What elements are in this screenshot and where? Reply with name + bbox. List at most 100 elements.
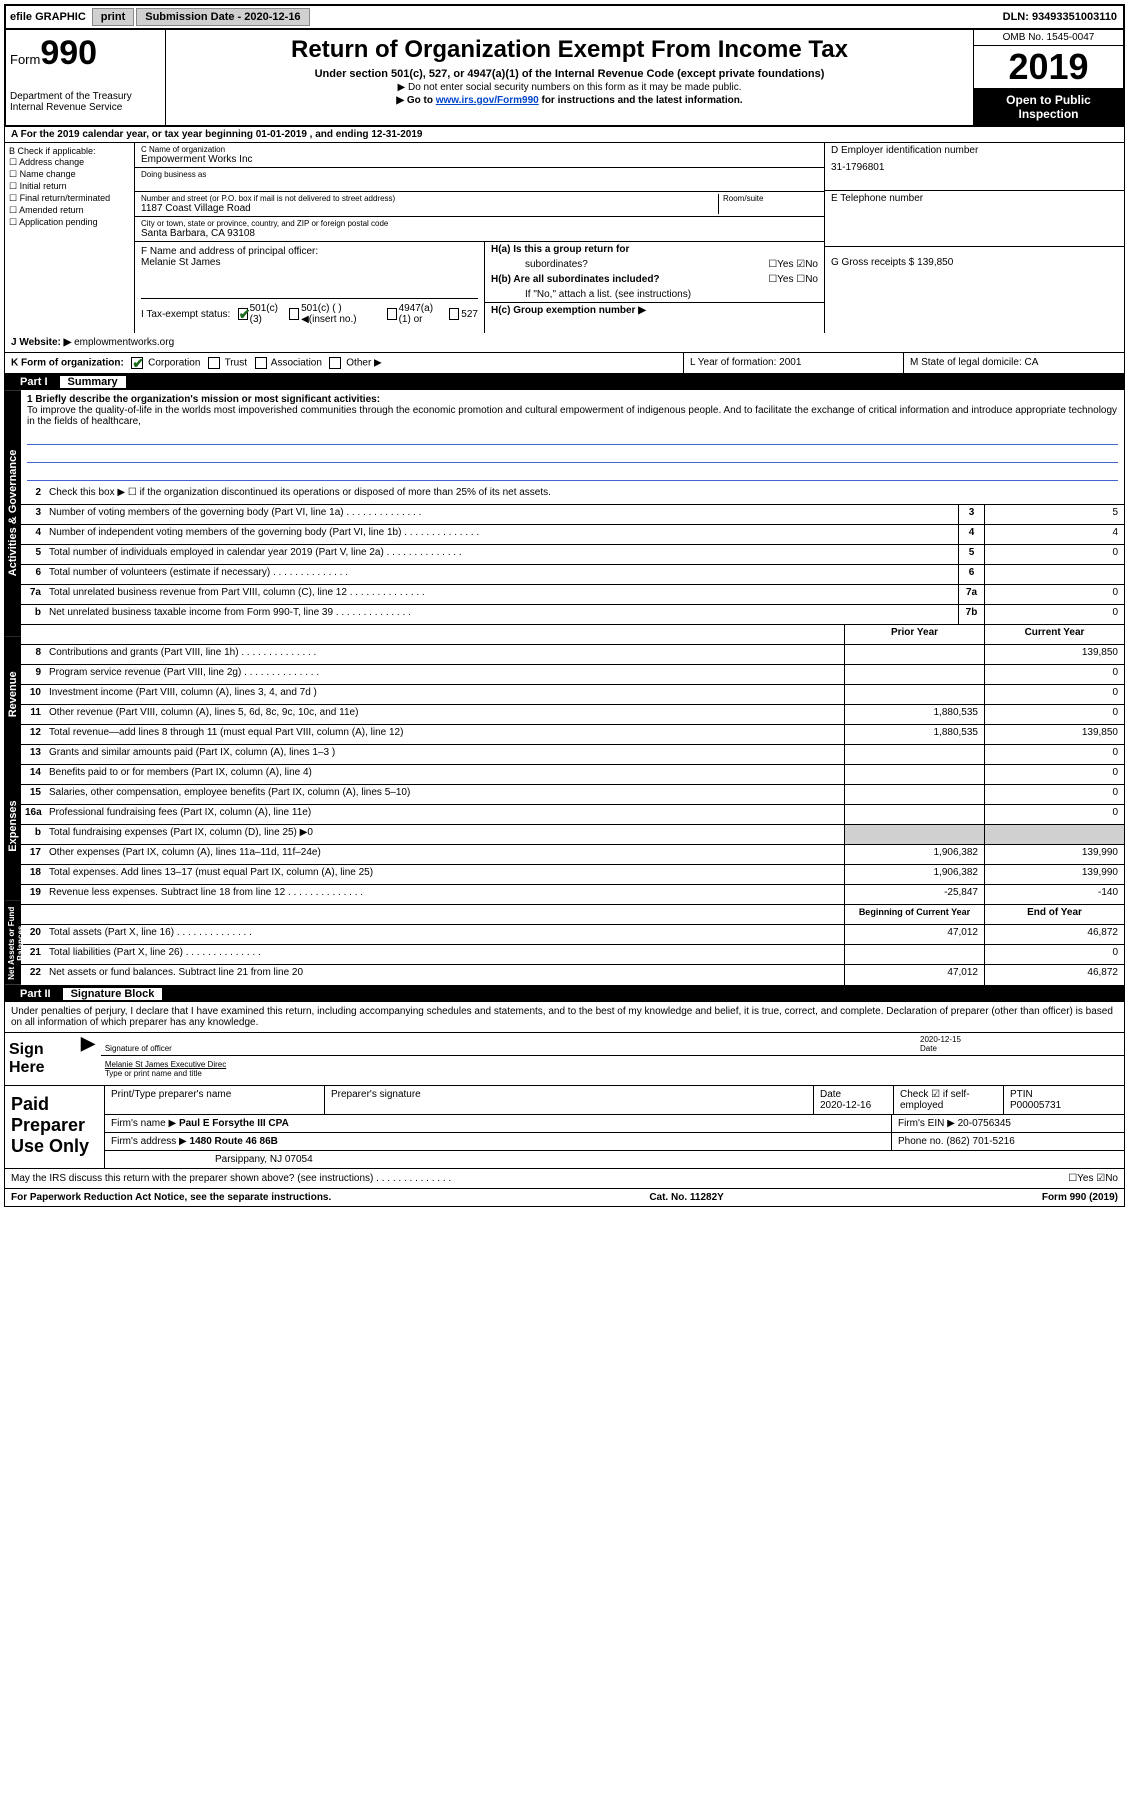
signature-field[interactable]: Signature of officer xyxy=(105,1035,920,1053)
gross-receipts: G Gross receipts $ 139,850 xyxy=(831,257,1118,268)
end-year-hdr: End of Year xyxy=(984,905,1124,924)
line-7a: Total unrelated business revenue from Pa… xyxy=(45,585,958,604)
self-employed-chk[interactable]: Check ☑ if self-employed xyxy=(894,1086,1004,1114)
line-2: Check this box ▶ ☐ if the organization d… xyxy=(45,485,1124,504)
address-cell: Number and street (or P.O. box if mail i… xyxy=(135,192,824,217)
b-header: B Check if applicable: xyxy=(9,146,130,156)
website-value: emplowmentworks.org xyxy=(71,337,174,348)
org-name: Empowerment Works Inc xyxy=(141,154,818,165)
dept-treasury: Department of the Treasury xyxy=(10,91,161,102)
print-button[interactable]: print xyxy=(92,8,134,26)
chk-final-return[interactable]: ☐ Final return/terminated xyxy=(9,193,130,204)
paid-preparer-label: Paid Preparer Use Only xyxy=(5,1086,105,1168)
line-3: Number of voting members of the governin… xyxy=(45,505,958,524)
line-19: Revenue less expenses. Subtract line 18 … xyxy=(45,885,844,904)
chk-501c3[interactable] xyxy=(238,308,248,320)
tax-exempt-label: I Tax-exempt status: xyxy=(141,309,236,320)
line-21: Total liabilities (Part X, line 26) xyxy=(45,945,844,964)
ha-label: H(a) Is this a group return for xyxy=(491,244,629,255)
ptin: PTINP00005731 xyxy=(1004,1086,1124,1114)
line-12: Total revenue—add lines 8 through 11 (mu… xyxy=(45,725,844,744)
year-formation: L Year of formation: 2001 xyxy=(684,353,904,373)
tab-activities: Activities & Governance xyxy=(5,390,21,636)
tab-revenue: Revenue xyxy=(5,636,21,752)
part1-header: Part I Summary xyxy=(4,374,1125,390)
form-title: Return of Organization Exempt From Incom… xyxy=(174,36,965,64)
line-10: Investment income (Part VIII, column (A)… xyxy=(45,685,844,704)
chk-amended[interactable]: ☐ Amended return xyxy=(9,205,130,216)
line-16a: Professional fundraising fees (Part IX, … xyxy=(45,805,844,824)
preparer-sig-hdr: Preparer's signature xyxy=(325,1086,814,1114)
form-number: Form990 xyxy=(10,34,161,73)
chk-501c[interactable] xyxy=(289,308,299,320)
dln-label: DLN: 93493351003110 xyxy=(1003,11,1123,23)
hb-note: If "No," attach a list. (see instruction… xyxy=(485,287,824,302)
begin-year-hdr: Beginning of Current Year xyxy=(844,905,984,924)
line-15: Salaries, other compensation, employee b… xyxy=(45,785,844,804)
signature-declaration: Under penalties of perjury, I declare th… xyxy=(4,1002,1125,1033)
tab-expenses: Expenses xyxy=(5,752,21,901)
sig-date: 2020-12-15Date xyxy=(920,1035,1120,1053)
sign-here-label: Sign Here xyxy=(5,1033,75,1085)
hc-label: H(c) Group exemption number ▶ xyxy=(491,305,646,316)
tab-netassets: Net Assets or Fund Balances xyxy=(5,901,21,985)
line-16b: Total fundraising expenses (Part IX, col… xyxy=(45,825,844,844)
chk-527[interactable] xyxy=(449,308,459,320)
k-row: K Form of organization: Corporation Trus… xyxy=(4,353,1125,374)
state-domicile: M State of legal domicile: CA xyxy=(904,353,1124,373)
chk-association[interactable] xyxy=(255,357,267,369)
firm-ein: 20-0756345 xyxy=(958,1118,1011,1129)
submission-date: Submission Date - 2020-12-16 xyxy=(136,8,309,26)
firm-address2: Parsippany, NJ 07054 xyxy=(105,1151,1124,1168)
dba-cell: Doing business as xyxy=(135,168,824,192)
paperwork-notice: For Paperwork Reduction Act Notice, see … xyxy=(11,1192,331,1203)
chk-other[interactable] xyxy=(329,357,341,369)
chk-application-pending[interactable]: ☐ Application pending xyxy=(9,217,130,228)
row-a-tax-year: A For the 2019 calendar year, or tax yea… xyxy=(4,127,1125,143)
line-14: Benefits paid to or for members (Part IX… xyxy=(45,765,844,784)
ha-yesno[interactable]: ☐Yes ☑No xyxy=(768,259,818,270)
form-subtitle: Under section 501(c), 527, or 4947(a)(1)… xyxy=(174,68,965,80)
paid-preparer-block: Paid Preparer Use Only Print/Type prepar… xyxy=(4,1086,1125,1169)
section-b-block: B Check if applicable: ☐ Address change … xyxy=(4,143,1125,333)
preparer-date: Date2020-12-16 xyxy=(814,1086,894,1114)
form-header: Form990 Department of the Treasury Inter… xyxy=(4,30,1125,127)
summary-section: Activities & Governance Revenue Expenses… xyxy=(4,390,1125,986)
ein-value: 31-1796801 xyxy=(831,162,1118,173)
current-year-hdr: Current Year xyxy=(984,625,1124,644)
col-d-block: D Employer identification number 31-1796… xyxy=(824,143,1124,333)
street-address: 1187 Coast Village Road xyxy=(141,203,718,214)
cat-no: Cat. No. 11282Y xyxy=(331,1192,1042,1203)
chk-initial-return[interactable]: ☐ Initial return xyxy=(9,181,130,192)
hb-yesno[interactable]: ☐Yes ☐No xyxy=(768,274,818,285)
officer-name: Melanie St James xyxy=(141,257,478,268)
efile-label: efile GRAPHIC xyxy=(6,11,90,23)
hb-label: H(b) Are all subordinates included? xyxy=(491,274,660,285)
preparer-name-hdr: Print/Type preparer's name xyxy=(105,1086,325,1114)
chk-name-change[interactable]: ☐ Name change xyxy=(9,169,130,180)
line-9: Program service revenue (Part VIII, line… xyxy=(45,665,844,684)
form990-link[interactable]: www.irs.gov/Form990 xyxy=(436,95,539,106)
city-state-zip: Santa Barbara, CA 93108 xyxy=(141,228,818,239)
ein-label: D Employer identification number xyxy=(831,145,1118,156)
part2-header: Part II Signature Block xyxy=(4,986,1125,1002)
line-22: Net assets or fund balances. Subtract li… xyxy=(45,965,844,985)
chk-address-change[interactable]: ☐ Address change xyxy=(9,157,130,168)
room-suite: Room/suite xyxy=(723,194,818,203)
chk-trust[interactable] xyxy=(208,357,220,369)
line-5: Total number of individuals employed in … xyxy=(45,545,958,564)
link-note: ▶ Go to www.irs.gov/Form990 for instruct… xyxy=(174,95,965,106)
line-13: Grants and similar amounts paid (Part IX… xyxy=(45,745,844,764)
org-name-cell: C Name of organization Empowerment Works… xyxy=(135,143,824,168)
chk-4947[interactable] xyxy=(387,308,397,320)
mission-block: 1 Briefly describe the organization's mi… xyxy=(21,390,1124,485)
open-inspection: Open to Public Inspection xyxy=(974,89,1123,125)
officer-label: F Name and address of principal officer: xyxy=(141,246,478,257)
sign-arrow-icon: ▶ xyxy=(75,1033,101,1085)
discuss-yesno[interactable]: ☐Yes ☑No xyxy=(1068,1173,1118,1184)
firm-address: 1480 Route 46 86B xyxy=(190,1136,278,1147)
chk-corporation[interactable] xyxy=(131,357,143,369)
line-11: Other revenue (Part VIII, column (A), li… xyxy=(45,705,844,724)
firm-name: Paul E Forsythe III CPA xyxy=(179,1118,289,1129)
line-8: Contributions and grants (Part VIII, lin… xyxy=(45,645,844,664)
